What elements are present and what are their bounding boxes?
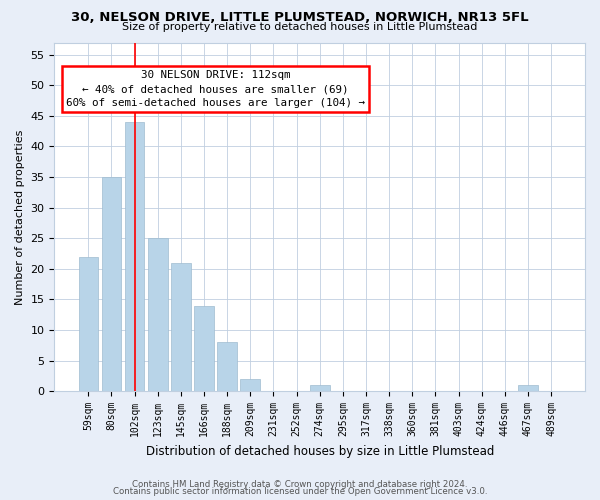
Text: Size of property relative to detached houses in Little Plumstead: Size of property relative to detached ho… xyxy=(122,22,478,32)
Bar xyxy=(101,177,121,391)
Bar xyxy=(148,238,167,391)
Text: Contains HM Land Registry data © Crown copyright and database right 2024.: Contains HM Land Registry data © Crown c… xyxy=(132,480,468,489)
Bar xyxy=(310,385,329,391)
Text: 30, NELSON DRIVE, LITTLE PLUMSTEAD, NORWICH, NR13 5FL: 30, NELSON DRIVE, LITTLE PLUMSTEAD, NORW… xyxy=(71,11,529,24)
Text: Contains public sector information licensed under the Open Government Licence v3: Contains public sector information licen… xyxy=(113,487,487,496)
Text: 30 NELSON DRIVE: 112sqm
← 40% of detached houses are smaller (69)
60% of semi-de: 30 NELSON DRIVE: 112sqm ← 40% of detache… xyxy=(66,70,365,108)
Y-axis label: Number of detached properties: Number of detached properties xyxy=(15,129,25,304)
Bar xyxy=(241,379,260,391)
Bar xyxy=(125,122,145,391)
Bar xyxy=(217,342,237,391)
Bar xyxy=(79,256,98,391)
X-axis label: Distribution of detached houses by size in Little Plumstead: Distribution of detached houses by size … xyxy=(146,444,494,458)
Bar xyxy=(194,306,214,391)
Bar xyxy=(518,385,538,391)
Bar xyxy=(171,262,191,391)
